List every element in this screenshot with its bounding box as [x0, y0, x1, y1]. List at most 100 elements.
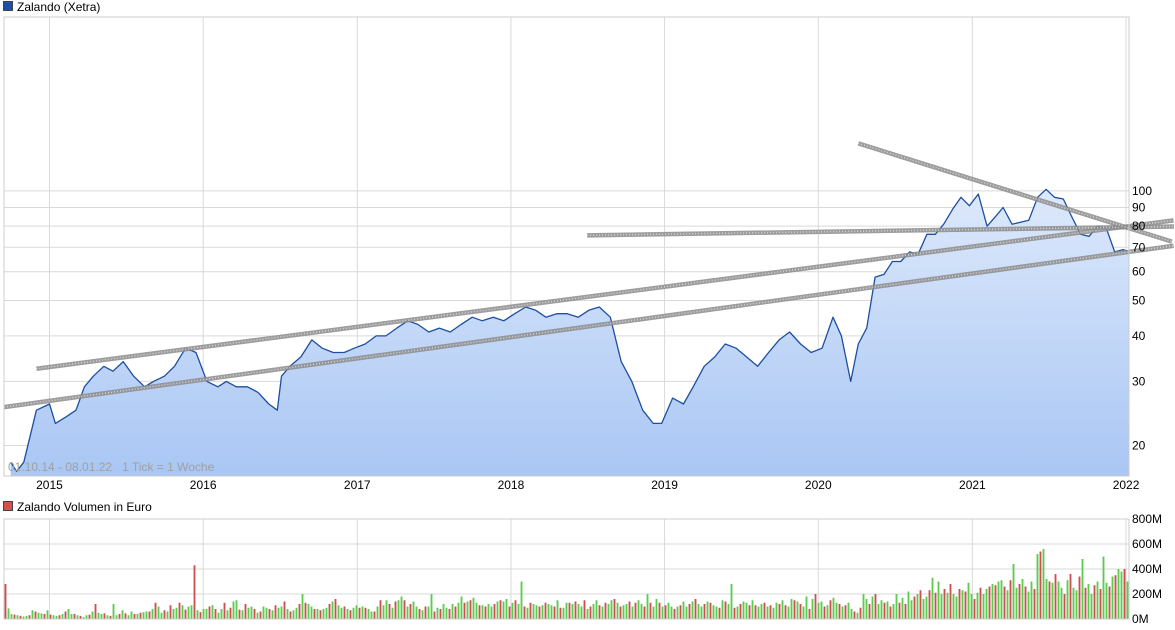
volume-bar: [412, 601, 415, 619]
volume-bar: [343, 606, 346, 619]
price-x-tick-label: 2016: [190, 478, 217, 492]
volume-bar: [1090, 594, 1093, 619]
volume-bar: [298, 604, 301, 619]
volume-bar: [1105, 582, 1108, 619]
volume-bar: [355, 605, 358, 619]
volume-bar: [91, 611, 94, 619]
volume-bar: [742, 601, 745, 619]
volume-bar: [331, 601, 334, 619]
volume-bar: [385, 600, 388, 619]
volume-y-tick-label: 200M: [1132, 587, 1162, 601]
volume-bar: [1093, 585, 1096, 619]
volume-bar: [124, 613, 127, 620]
volume-bar: [940, 594, 943, 619]
volume-bar: [346, 609, 349, 619]
volume-bar: [895, 594, 898, 619]
volume-bar: [838, 604, 841, 619]
volume-bar: [856, 612, 859, 619]
volume-bar: [964, 591, 967, 619]
volume-bar: [571, 604, 574, 619]
volume-bar: [106, 615, 109, 619]
volume-bar: [433, 611, 436, 619]
volume-bar: [901, 597, 904, 619]
volume-bar: [1072, 587, 1075, 619]
volume-bar: [277, 607, 280, 619]
volume-bar: [64, 611, 67, 619]
volume-bar: [1096, 581, 1099, 619]
price-y-tick-label: 20: [1132, 439, 1146, 453]
volume-bar: [625, 604, 628, 619]
volume-bar: [1102, 556, 1105, 619]
volume-bar: [148, 611, 151, 619]
volume-bar: [274, 605, 277, 619]
volume-bar: [220, 609, 223, 619]
volume-bar: [58, 615, 61, 619]
volume-bar: [736, 606, 739, 619]
volume-bar: [589, 606, 592, 619]
volume-bar: [142, 612, 145, 620]
volume-bar: [973, 599, 976, 619]
volume-bar: [223, 602, 226, 619]
volume-bar: [109, 615, 112, 620]
volume-bar: [997, 581, 1000, 619]
volume-bar: [1057, 581, 1060, 619]
volume-bar: [886, 601, 889, 619]
volume-bar: [544, 602, 547, 619]
volume-bar: [85, 615, 88, 619]
volume-bar: [667, 602, 670, 619]
volume-bar: [379, 600, 382, 619]
volume-bar: [583, 600, 586, 619]
volume-bar: [1063, 594, 1066, 619]
volume-bar: [844, 605, 847, 619]
price-legend-label: Zalando (Xetra): [17, 0, 101, 14]
volume-bar: [502, 601, 505, 619]
price-x-tick-label: 2019: [651, 478, 678, 492]
volume-bar: [1066, 580, 1069, 619]
volume-bar: [184, 609, 187, 620]
volume-bar: [559, 607, 562, 619]
volume-bar: [514, 600, 517, 619]
price-series-line: [10, 188, 1129, 472]
volume-bar: [487, 604, 490, 619]
volume-bar: [526, 607, 529, 619]
volume-bar: [1006, 590, 1009, 619]
price-area: [10, 188, 1129, 476]
volume-bar: [862, 594, 865, 619]
volume-bar: [61, 614, 64, 619]
volume-bar: [700, 606, 703, 619]
volume-bar: [1030, 581, 1033, 619]
volume-bar: [19, 615, 22, 620]
volume-bar: [760, 604, 763, 619]
volume-bar: [454, 606, 457, 619]
volume-bar: [556, 600, 559, 619]
volume-bar: [1060, 587, 1063, 619]
volume-bar: [955, 596, 958, 619]
volume-bar: [637, 600, 640, 619]
volume-bar: [460, 596, 463, 619]
volume-bar: [709, 602, 712, 619]
volume-bar: [757, 606, 760, 619]
volume-bar: [610, 600, 613, 619]
volume-bar: [226, 610, 229, 619]
volume-bar: [100, 614, 103, 619]
volume-bar: [784, 605, 787, 619]
volume-bars: [4, 549, 1129, 620]
volume-bar: [328, 604, 331, 619]
volume-bar: [133, 614, 136, 619]
volume-bar: [130, 611, 133, 619]
volume-bar: [154, 602, 157, 619]
volume-bar: [616, 602, 619, 619]
price-x-tick-label: 2015: [36, 478, 63, 492]
volume-bar: [415, 606, 418, 619]
volume-bar: [661, 606, 664, 619]
volume-bar: [853, 611, 856, 619]
volume-bar: [916, 594, 919, 619]
volume-bar: [649, 602, 652, 619]
volume-bar: [175, 607, 178, 619]
volume-bar: [445, 607, 448, 619]
volume-bar: [508, 606, 511, 619]
volume-bar: [94, 604, 97, 619]
volume-bar: [754, 605, 757, 619]
volume-bar: [82, 617, 85, 620]
volume-bar: [1051, 582, 1054, 619]
